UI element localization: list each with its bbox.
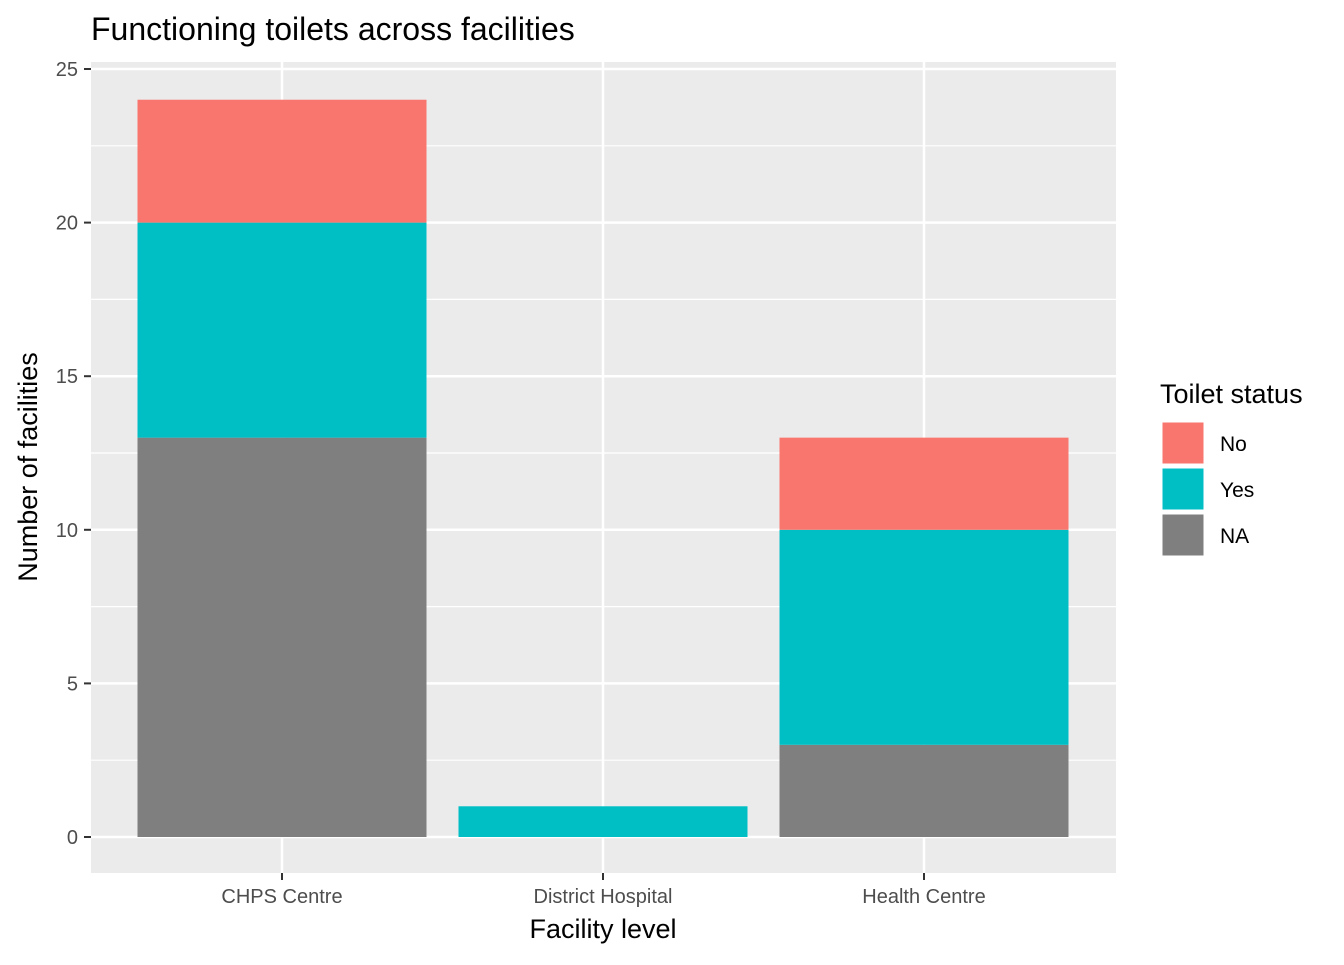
- chart-title: Functioning toilets across facilities: [91, 11, 575, 47]
- y-tick-label: 0: [67, 827, 78, 849]
- y-tick-label: 15: [56, 366, 78, 388]
- legend-key-na: [1161, 513, 1205, 557]
- bar-segment-na: [137, 437, 427, 837]
- legend-key-yes: [1161, 467, 1205, 511]
- legend-label: NA: [1220, 525, 1249, 548]
- x-axis-label: Facility level: [529, 914, 676, 944]
- bar-segment-yes: [137, 222, 427, 438]
- bar-segment-yes: [458, 806, 748, 837]
- y-axis-label: Number of facilities: [13, 352, 43, 582]
- x-tick-label: Health Centre: [862, 886, 985, 908]
- x-tick-label: CHPS Centre: [221, 886, 342, 908]
- y-tick-label: 10: [56, 520, 78, 542]
- legend-label: No: [1220, 433, 1247, 456]
- y-tick-label: 5: [67, 673, 78, 695]
- legend-key-no: [1161, 421, 1205, 465]
- legend: No Yes NA: [1161, 421, 1254, 557]
- y-tick-label: 25: [56, 59, 78, 81]
- legend-label: Yes: [1220, 479, 1254, 502]
- bar-segment-yes: [779, 529, 1069, 745]
- x-tick-label: District Hospital: [534, 886, 673, 908]
- bar-segment-na: [779, 744, 1069, 837]
- bar-segment-no: [779, 437, 1069, 530]
- legend-title: Toilet status: [1160, 379, 1303, 409]
- bar-segment-no: [137, 99, 427, 223]
- y-tick-label: 20: [56, 213, 78, 235]
